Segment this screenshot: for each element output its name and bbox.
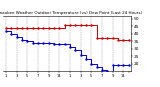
Title: Milwaukee Weather Outdoor Temperature (vs) Dew Point (Last 24 Hours): Milwaukee Weather Outdoor Temperature (v… bbox=[0, 11, 142, 15]
